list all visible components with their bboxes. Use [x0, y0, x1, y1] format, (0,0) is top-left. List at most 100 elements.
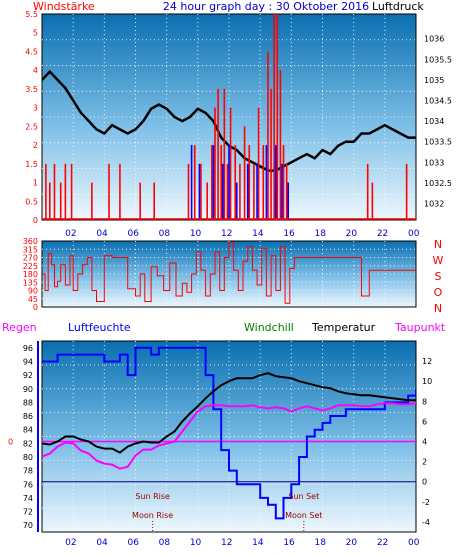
x-tick-label: 06 [128, 538, 140, 548]
x-tick-label: 20 [346, 229, 358, 239]
chart-title: 24 hour graph day : 30 Oktober 2016 [163, 0, 369, 13]
x-tick-label: 14 [252, 538, 264, 548]
x-tick-label: 12 [221, 229, 232, 239]
x-tick-label: 08 [159, 229, 171, 239]
x-tick-label: 18 [315, 229, 327, 239]
humidity-tick-label: 94 [23, 357, 33, 366]
moon-event-label: Moon Set [285, 511, 322, 520]
legend-temperature: Temperatur [311, 321, 376, 334]
wind-direction-marks [42, 242, 416, 304]
direction-tick-label: 315 [23, 245, 38, 254]
direction-tick-label: 360 [23, 237, 38, 246]
x-tick-label: 08 [159, 538, 171, 548]
x-tick-label: 02 [65, 229, 76, 239]
humidity-tick-label: 76 [23, 480, 33, 489]
direction-tick-label: 225 [23, 262, 38, 271]
wind-left-ticks: 5.5 5 4.5 4 3.5 3 2.5 2 1.5 1 0.5 0 [25, 10, 38, 225]
astronomy-annotations: Sun Rise Moon Rise Sun Set Moon Set [132, 492, 323, 532]
rain-tick-label: 0 [8, 438, 13, 447]
humidity-left-ticks: 96 94 92 90 88 86 84 82 80 78 76 74 72 70 0 [8, 344, 33, 530]
pressure-tick-label: 1032.5 [424, 179, 452, 188]
sun-event-label: Sun Rise [135, 492, 170, 501]
pressure-tick-label: 1036 [424, 35, 444, 44]
humidity-tick-label: 80 [23, 453, 33, 462]
humidity-tick-label: 82 [23, 439, 33, 448]
moon-event-label: Moon Rise [132, 511, 173, 520]
legend-humidity: Luftfeuchte [68, 321, 131, 334]
humidity-tick-label: 84 [23, 426, 33, 435]
compass-direction-label: S [435, 270, 442, 283]
humidity-tick-label: 78 [23, 467, 33, 476]
wind-axis-label: Windstärke [33, 0, 95, 13]
pressure-tick-label: 1034.5 [424, 97, 452, 106]
wind-tick-label: 3 [33, 104, 38, 113]
humidity-line [42, 346, 416, 520]
direction-tick-label: 45 [28, 295, 38, 304]
pressure-tick-label: 1032 [424, 200, 444, 209]
compass-direction-label: N [434, 238, 442, 251]
wind-tick-label: 4.5 [25, 47, 38, 56]
legend-windchill: Windchill [244, 321, 294, 334]
temperature-tick-label: 2 [422, 458, 427, 467]
wind-pressure-marks [42, 14, 416, 220]
pressure-tick-label: 1035.5 [424, 55, 452, 64]
direction-tick-label: 180 [23, 270, 38, 279]
sun-event-label: Sun Set [288, 492, 319, 501]
x-tick-label: 16 [283, 538, 295, 548]
wind-tick-label: 0.5 [25, 197, 38, 206]
direction-tick-label: 270 [23, 254, 38, 263]
temperature-tick-label: 8 [422, 397, 427, 406]
temperature-marks [42, 346, 416, 520]
temperature-tick-label: 0 [422, 478, 427, 487]
compass-direction-label: W [433, 254, 444, 267]
wind-tick-label: 1.5 [25, 160, 38, 169]
pressure-tick-label: 1035 [424, 76, 444, 85]
temperature-tick-label: 6 [422, 417, 427, 426]
humidity-tick-label: 74 [23, 494, 33, 503]
temperature-tick-label: -2 [422, 498, 430, 507]
x-tick-label: 20 [346, 538, 358, 548]
temperature-tick-label: -4 [422, 518, 430, 527]
pressure-tick-label: 1033 [424, 158, 444, 167]
pressure-right-ticks: 1036 1035.5 1035 1034.5 1034 1033.5 1033 1032.5… [424, 35, 452, 209]
x-tick-label: 12 [221, 538, 232, 548]
temperature-right-ticks: 12 10 8 6 4 2 0 -2 -4 [422, 357, 432, 527]
temperature-line [42, 372, 416, 454]
temperature-tick-label: 12 [422, 357, 432, 366]
pressure-tick-label: 1033.5 [424, 138, 452, 147]
humidity-tick-label: 86 [23, 412, 33, 421]
x-tick-label: 04 [96, 229, 108, 239]
temperature-x-ticks: 02 04 06 08 10 12 14 16 18 20 22 00 [65, 538, 420, 548]
x-tick-label: 18 [315, 538, 327, 548]
x-tick-label: 14 [252, 229, 264, 239]
humidity-tick-label: 96 [23, 344, 33, 353]
wind-tick-label: 0 [33, 216, 38, 225]
temperature-tick-label: 10 [422, 377, 432, 386]
direction-tick-label: 0 [33, 303, 38, 312]
x-tick-label: 06 [128, 229, 140, 239]
wind-tick-label: 3.5 [25, 85, 38, 94]
wind-direction-line [42, 242, 416, 304]
temperature-tick-label: 4 [422, 438, 427, 447]
compass-direction-label: N [434, 302, 442, 315]
wind-tick-label: 5 [33, 29, 38, 38]
direction-tick-label: 135 [23, 278, 38, 287]
x-tick-label: 00 [408, 538, 420, 548]
wind-tick-label: 2.5 [25, 122, 38, 131]
wind-tick-label: 1 [33, 179, 38, 188]
humidity-tick-label: 88 [23, 398, 33, 407]
wind-tick-label: 4 [33, 66, 38, 75]
direction-tick-label: 90 [28, 287, 38, 296]
wind-pressure-panel: 5.554.543.532.521.510.50 10361035.510351… [25, 10, 452, 239]
legend-rain: Regen [2, 321, 37, 334]
temperature-plot-area [41, 340, 417, 533]
wind-pressure-x-ticks: 02 04 06 08 10 12 14 16 18 20 22 00 [65, 229, 420, 239]
legend-dewpoint: Taupunkt [394, 321, 446, 334]
temperature-legend: Regen Luftfeuchte Windchill Temperatur Taupu… [2, 321, 446, 334]
pressure-axis-label: Luftdruck [372, 0, 424, 13]
x-tick-label: 16 [283, 229, 295, 239]
humidity-tick-label: 72 [23, 508, 33, 517]
